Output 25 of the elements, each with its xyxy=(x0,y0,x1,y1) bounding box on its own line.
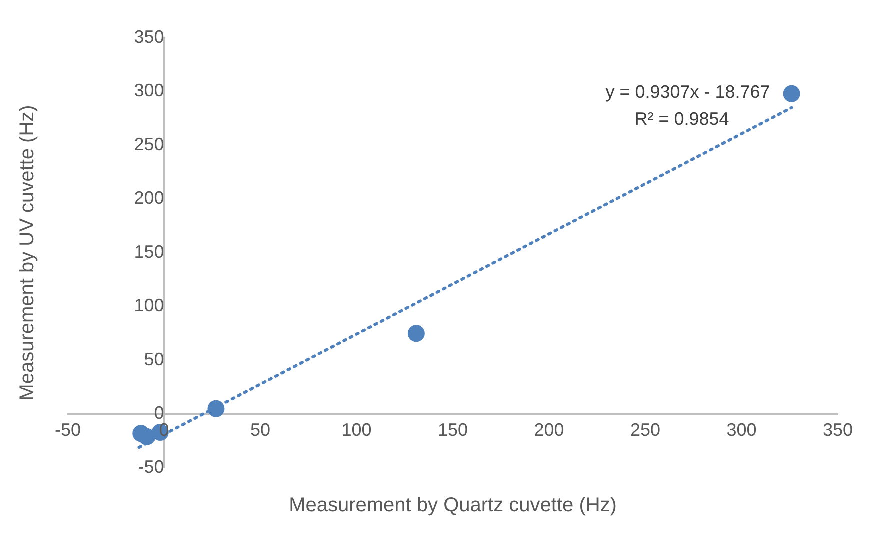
y-tick-label: 50 xyxy=(144,349,164,370)
y-tick-label: -50 xyxy=(138,456,164,477)
y-tick-label: 100 xyxy=(134,296,164,316)
x-tick-label: 350 xyxy=(822,420,854,440)
point xyxy=(208,400,225,418)
x-axis-title: Measurement by Quartz cuvette (Hz) xyxy=(289,494,617,517)
point xyxy=(783,85,800,102)
point xyxy=(138,428,156,446)
y-tick-label: 150 xyxy=(134,242,164,262)
y-tick-label: 350 xyxy=(134,26,164,47)
y-tick-label: 0 xyxy=(154,403,164,424)
x-tick-label: 150 xyxy=(438,420,468,440)
y-tick-label: 300 xyxy=(134,80,164,101)
y-axis-title: Measurement by UV cuvette (Hz) xyxy=(16,105,39,401)
annotation: y = 0.9307x - 18.767 xyxy=(606,82,770,102)
x-tick-label: 300 xyxy=(726,420,757,440)
y-tick-label: 250 xyxy=(134,134,164,154)
x-tick-label: 50 xyxy=(250,420,271,440)
x-tick-label: 100 xyxy=(342,420,372,440)
y-tick-label: 200 xyxy=(134,188,164,208)
x-tick-label: 250 xyxy=(630,420,661,440)
point xyxy=(408,325,425,342)
annotation: R² = 0.9854 xyxy=(634,109,730,129)
x-tick-label: 200 xyxy=(534,420,564,440)
x-tick-label: -50 xyxy=(54,420,82,440)
